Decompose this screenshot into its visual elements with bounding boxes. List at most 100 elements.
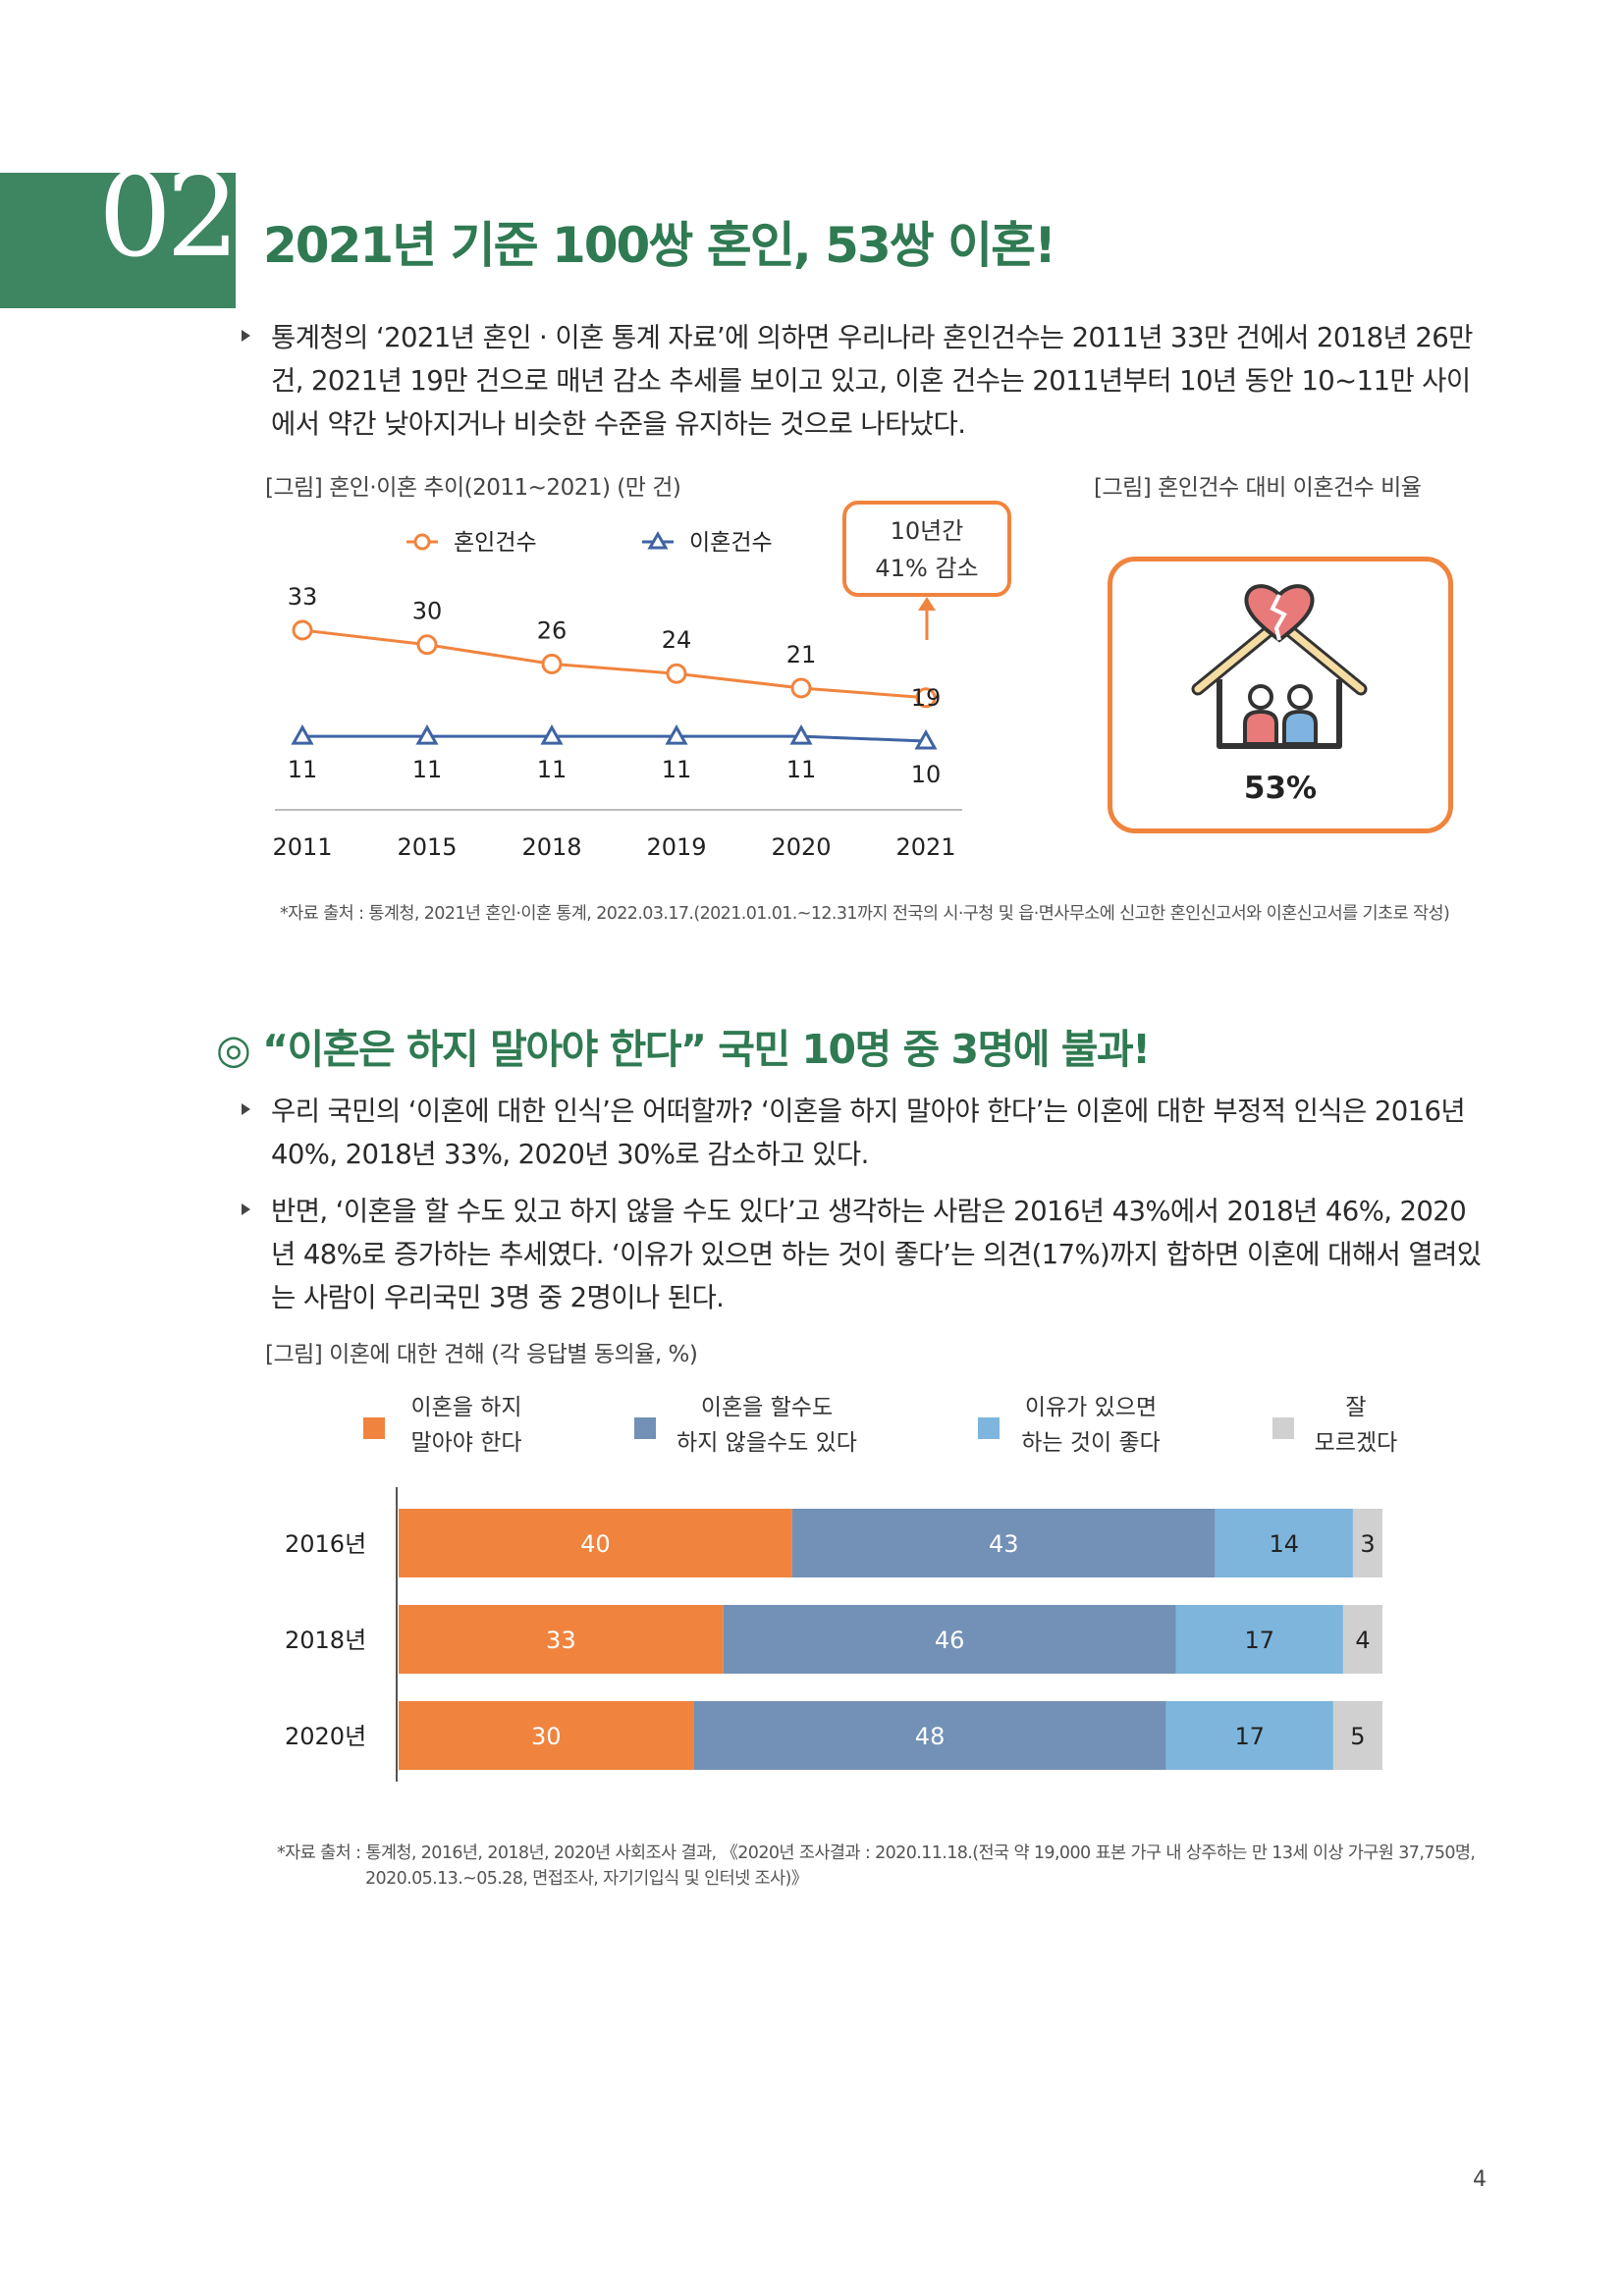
circle-mark-icon: ◎ (216, 1026, 251, 1073)
paragraph-3: 반면, ‘이혼을 할 수도 있고 하지 않을 수도 있다’고 생각하는 사람은 … (242, 1190, 1488, 1319)
category-label: 2020년 (285, 1723, 366, 1750)
ratio-percent: 53% (1243, 771, 1318, 806)
figure1-caption: [그림] 혼인·이혼 추이(2011~2021) (만 건) (265, 475, 681, 501)
category-label: 2016년 (285, 1530, 366, 1558)
bar-value-label: 33 (546, 1627, 576, 1654)
data-label: 11 (288, 756, 318, 783)
bar-segment (399, 1509, 792, 1577)
data-label: 26 (537, 616, 568, 644)
bar-segment (1165, 1701, 1333, 1770)
data-point (665, 724, 688, 745)
legend-label-1: 이혼을 하지 말아야 한다 (410, 1395, 522, 1456)
legend-label-2: 이혼을 할수도 하지 않을수도 있다 (676, 1395, 857, 1456)
bar-value-label: 4 (1355, 1627, 1370, 1654)
bar-segment (693, 1701, 1166, 1770)
data-point (416, 634, 438, 656)
callout-line1: 10년간 (890, 517, 964, 545)
bar-value-label: 3 (1360, 1530, 1375, 1558)
decrease-callout: 10년간 41% 감소 (842, 501, 1011, 597)
x-tick-label: 2015 (397, 833, 457, 861)
divorce-opinion-bar-chart: 2016년 40 43 14 3 2018년 33 46 17 4 2020년 30 48 17 5 (285, 1487, 1382, 1782)
legend-swatch-orange (363, 1417, 385, 1439)
data-point (415, 724, 439, 745)
x-tick-label: 2011 (272, 833, 332, 861)
bar-segment (791, 1509, 1216, 1577)
intro-paragraph: 통계청의 ‘2021년 혼인 · 이혼 통계 자료’에 의하면 우리나라 혼인건… (242, 316, 1488, 446)
bar-value-label: 17 (1234, 1723, 1265, 1750)
x-tick-label: 2019 (646, 833, 706, 861)
data-label: 24 (662, 626, 692, 654)
source-note-2-line1: *자료 출처 : 통계청, 2016년, 2018년, 2020년 사회조사 결… (277, 1843, 1476, 1863)
data-label: 30 (412, 598, 443, 625)
bar-segment (1342, 1605, 1382, 1674)
data-label: 21 (786, 641, 817, 668)
sub-heading: ◎ “이혼은 하지 말아야 한다” 국민 10명 중 3명에 불과! (216, 1016, 1151, 1075)
bar-segment (1352, 1509, 1382, 1577)
paragraph-2: 우리 국민의 ‘이혼에 대한 인식’은 어떠할까? ‘이혼을 하지 말아야 한다… (242, 1090, 1488, 1176)
bar-value-label: 40 (580, 1530, 611, 1558)
intro-paragraph-text: 통계청의 ‘2021년 혼인 · 이혼 통계 자료’에 의하면 우리나라 혼인건… (271, 322, 1473, 440)
bar-segment (1175, 1605, 1343, 1674)
sub-heading-text: “이혼은 하지 말아야 한다” 국민 10명 중 3명에 불과! (262, 1026, 1151, 1073)
bar-value-label: 46 (935, 1627, 965, 1654)
marriage-divorce-line-chart: 혼인건수 이혼건수 33 30 26 24 21 19 11 11 11 11 11 10 2011 20… (272, 530, 962, 861)
bar-segment (399, 1701, 694, 1770)
figure3-caption: [그림] 이혼에 대한 견해 (각 응답별 동의율, %) (265, 1342, 698, 1367)
data-point (291, 724, 314, 745)
bullet-icon (242, 330, 250, 342)
bar-value-label: 17 (1244, 1627, 1274, 1654)
bar-segment (723, 1605, 1176, 1674)
bar-value-label: 30 (531, 1723, 562, 1750)
data-point (541, 653, 563, 674)
data-point (914, 728, 938, 750)
legend-marker-1 (413, 533, 431, 551)
data-point (915, 687, 937, 709)
x-tick-label: 2021 (895, 833, 955, 861)
data-point (540, 724, 564, 745)
paragraph-3-text: 반면, ‘이혼을 할 수도 있고 하지 않을 수도 있다’고 생각하는 사람은 … (271, 1196, 1482, 1313)
category-label: 2018년 (285, 1627, 366, 1654)
x-tick-label: 2020 (771, 833, 831, 861)
legend-label-4: 잘 모르겠다 (1314, 1395, 1398, 1456)
source-note-1: *자료 출처 : 통계청, 2021년 혼인·이혼 통계, 2022.03.17… (280, 904, 1450, 924)
data-point (292, 619, 313, 641)
data-label: 33 (288, 583, 318, 611)
data-point (790, 677, 812, 699)
data-point (666, 663, 687, 684)
bar-value-label: 48 (915, 1723, 946, 1750)
bar-value-label: 5 (1350, 1723, 1365, 1750)
legend-swatch-gray (1272, 1417, 1294, 1439)
data-point (789, 724, 813, 745)
data-label: 11 (537, 756, 568, 783)
data-label: 19 (911, 684, 942, 712)
bar-value-label: 14 (1270, 1530, 1300, 1558)
page-number: 4 (1473, 2167, 1487, 2192)
source-note-2-line2: 2020.05.13.~05.28, 면접조사, 자기기입식 및 인터넷 조사)… (365, 1869, 808, 1889)
legend-swatch-slate (634, 1417, 656, 1439)
series-line-2 (302, 734, 927, 743)
bar-value-label: 43 (989, 1530, 1019, 1558)
x-tick-label: 2018 (521, 833, 581, 861)
bar-segment (1215, 1509, 1353, 1577)
section-number: 02 (98, 147, 240, 283)
data-label: 11 (786, 756, 817, 783)
bar-segment (399, 1605, 724, 1674)
up-arrow-icon (918, 597, 936, 640)
legend-label-3: 이유가 있으면 하는 것이 좋다 (1021, 1395, 1161, 1456)
paragraph-2-text: 우리 국민의 ‘이혼에 대한 인식’은 어떠할까? ‘이혼을 하지 말아야 한다… (271, 1095, 1466, 1170)
page-title: 2021년 기준 100쌍 혼인, 53쌍 이혼! (263, 217, 1056, 274)
bullet-icon (242, 1203, 250, 1215)
bar-segment (1332, 1701, 1382, 1770)
series-line-1 (301, 628, 927, 700)
data-label: 10 (911, 761, 942, 788)
broken-heart-house-icon (1191, 584, 1368, 749)
data-label: 11 (662, 756, 692, 783)
legend-label-series-2: 이혼건수 (689, 530, 773, 556)
callout-line2: 41% 감소 (875, 555, 979, 582)
data-label: 11 (412, 756, 443, 783)
figure2-caption: [그림] 혼인건수 대비 이혼건수 비율 (1094, 475, 1422, 501)
legend-marker-2 (647, 530, 669, 550)
legend-swatch-sky (978, 1417, 1000, 1439)
section-badge (0, 173, 236, 308)
bullet-icon (242, 1103, 250, 1115)
